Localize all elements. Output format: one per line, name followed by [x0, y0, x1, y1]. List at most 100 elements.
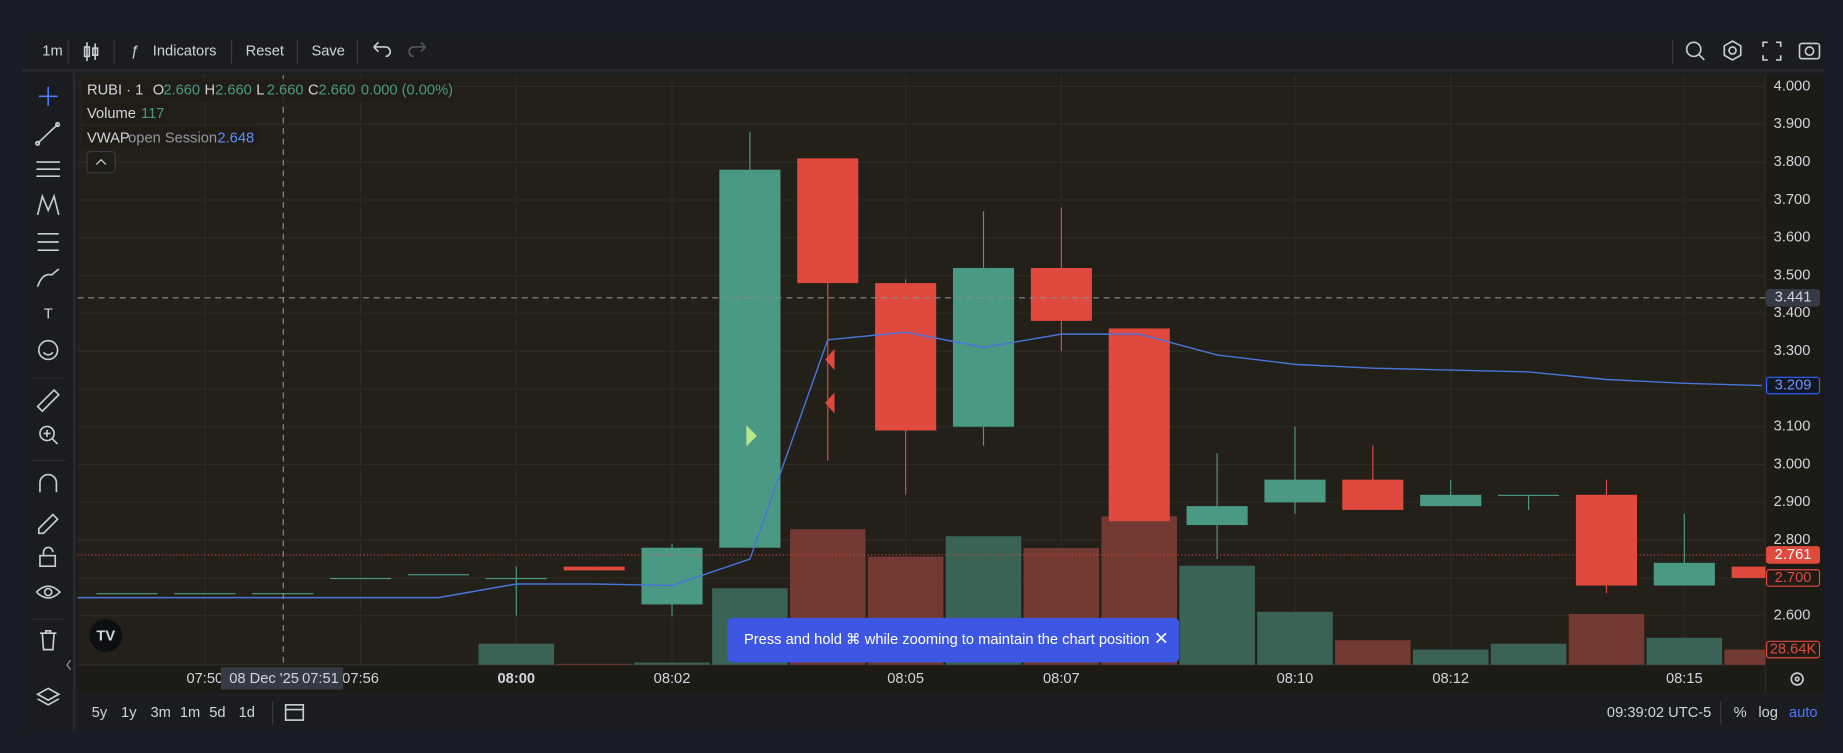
collapse-legend-button[interactable] — [86, 150, 116, 174]
save-button[interactable]: Save — [311, 44, 344, 60]
crosshair-tool[interactable] — [38, 86, 58, 106]
ohlc-value: 2.660 — [215, 82, 252, 98]
volume-bar — [1646, 637, 1723, 665]
axis-settings-button[interactable] — [1790, 672, 1804, 686]
candle-body — [1264, 479, 1326, 503]
candle-body — [875, 283, 937, 431]
price-label: 3.209 — [1775, 377, 1812, 393]
volume-bar — [1257, 611, 1333, 665]
candle-body — [1420, 494, 1482, 507]
candle-body — [719, 169, 781, 548]
price-label: 3.441 — [1775, 290, 1812, 306]
reset-button[interactable]: Reset — [246, 44, 284, 60]
goto-date-button[interactable] — [284, 704, 305, 721]
y-tick-label: 3.300 — [1774, 343, 1811, 359]
pattern-tool[interactable] — [36, 193, 60, 216]
candle-body — [485, 577, 547, 580]
range-button[interactable]: 3m — [150, 705, 170, 721]
settings-button[interactable] — [1723, 40, 1742, 61]
y-tick-label: 3.100 — [1774, 419, 1811, 435]
price-label: 2.761 — [1775, 547, 1812, 563]
lock-tool[interactable] — [39, 546, 57, 568]
collapse-toolbar[interactable] — [66, 659, 71, 670]
clock: 09:39:02 UTC-5 — [1607, 705, 1711, 721]
screenshot-button[interactable] — [1798, 42, 1821, 60]
x-tick-label: 08:10 — [1277, 671, 1314, 687]
indicators-button[interactable]: Indicators — [153, 44, 217, 60]
range-button[interactable]: 1y — [121, 705, 137, 721]
range-button[interactable]: 1d — [239, 705, 255, 721]
candle-body — [1108, 328, 1170, 522]
y-tick-label: 2.900 — [1774, 494, 1811, 510]
ohlc-key: O — [153, 82, 164, 98]
buy-signal — [746, 425, 757, 447]
y-tick-label: 2.800 — [1774, 532, 1811, 548]
axes: 2.6002.7002.8002.9003.0003.1003.2003.300… — [186, 78, 1821, 687]
projection-tool[interactable] — [37, 232, 59, 252]
object-tree-button[interactable] — [35, 687, 61, 706]
y-tick-label: 3.000 — [1774, 456, 1811, 472]
vwap-legend-name: VWAP — [87, 130, 130, 146]
range-button[interactable]: 5d — [209, 705, 225, 721]
undo-button[interactable] — [373, 41, 391, 58]
ohlc-key: L — [256, 82, 264, 98]
vwap-legend-params: open Session — [128, 130, 217, 146]
percent-toggle[interactable]: % — [1734, 705, 1747, 721]
candle-body — [1342, 479, 1404, 510]
chevron — [95, 158, 107, 165]
redo-button[interactable] — [408, 41, 427, 58]
y-tick-label: 3.700 — [1774, 192, 1811, 208]
range-button[interactable]: 1m — [180, 705, 200, 721]
fib-tool[interactable] — [36, 161, 60, 178]
text-tool[interactable]: T — [44, 307, 53, 323]
sell-signal — [825, 392, 835, 414]
sell-signal — [825, 348, 835, 371]
crosshair-time-box — [220, 667, 344, 690]
emoji-tool[interactable] — [37, 339, 59, 361]
ohlc-value: 2.660 — [267, 82, 304, 98]
price-label-box — [1766, 289, 1821, 307]
toast-close[interactable] — [1155, 632, 1167, 644]
log-toggle[interactable]: log — [1758, 705, 1778, 721]
vwap-line — [77, 331, 1763, 599]
y-tick-label: 3.400 — [1774, 305, 1811, 321]
zoom-tool[interactable] — [39, 425, 59, 445]
y-tick-label: 3.800 — [1774, 154, 1811, 170]
candle-body — [797, 158, 859, 284]
visibility-tool[interactable] — [35, 585, 62, 599]
vwap-legend-value: 2.648 — [217, 130, 254, 146]
y-tick-label: 4.000 — [1774, 78, 1811, 94]
magnet-tool[interactable] — [39, 473, 58, 493]
x-tick-label: 07:56 — [342, 671, 379, 687]
range-button[interactable]: 5y — [92, 705, 108, 721]
auto-toggle[interactable]: auto — [1789, 705, 1818, 721]
fullscreen-button[interactable] — [1762, 41, 1782, 61]
search-button[interactable] — [1685, 41, 1705, 61]
candle-body — [1653, 562, 1715, 586]
price-label: 2.700 — [1775, 570, 1812, 586]
interval-button[interactable]: 1m — [42, 44, 62, 60]
chart-type-button[interactable] — [83, 42, 99, 62]
fx-icon: ƒ — [130, 44, 138, 60]
legend-backdrop — [82, 78, 454, 103]
trendline-tool[interactable] — [35, 121, 61, 146]
ohlc-value: 2.660 — [163, 82, 200, 98]
brush-tool[interactable] — [36, 268, 60, 287]
ruler-tool[interactable] — [36, 388, 60, 413]
candle-body — [1498, 494, 1560, 496]
candle-body — [641, 547, 703, 605]
bottom-bar — [77, 695, 1825, 731]
price-label: 28.64K — [1770, 641, 1817, 657]
x-tick-label: 07:50 — [186, 671, 223, 687]
candle-body — [1575, 494, 1638, 586]
range-buttons: 5y 1y 3m 1m 5d 1d — [92, 705, 255, 721]
volume-bar — [1568, 613, 1645, 665]
delete-tool[interactable] — [39, 630, 57, 651]
lock-drawing-tool[interactable] — [37, 513, 59, 535]
price-label-box — [1766, 376, 1821, 395]
top-toolbar — [21, 32, 1825, 71]
candle-body — [1731, 566, 1766, 578]
volume-bar — [1412, 649, 1489, 665]
y-tick-label: 3.600 — [1774, 230, 1811, 246]
